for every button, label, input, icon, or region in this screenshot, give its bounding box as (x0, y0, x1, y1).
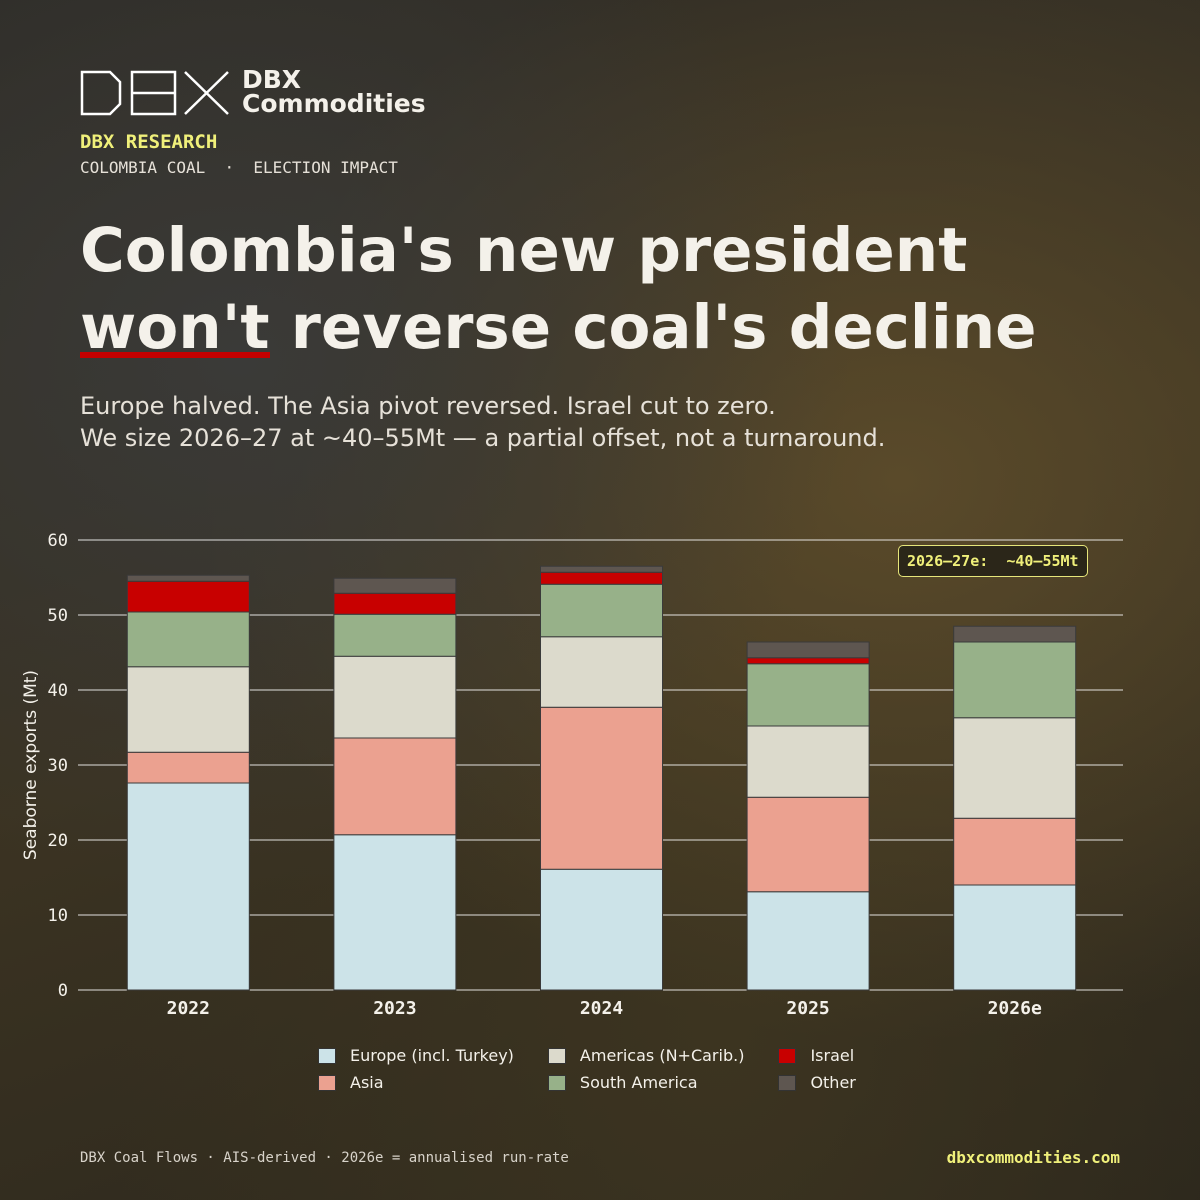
y-tick-label: 50 (48, 606, 68, 626)
bar-segment (953, 625, 1077, 643)
tagline: COLOMBIA COAL · ELECTION IMPACT (80, 158, 398, 177)
y-tick-label: 40 (48, 681, 68, 701)
bar-segment (333, 592, 457, 615)
y-tick-label: 0 (58, 981, 68, 1001)
chart-title: Colombia's new president won't reverse c… (80, 215, 1037, 363)
bar-segment (126, 580, 250, 613)
legend-item: South America (547, 1069, 745, 1096)
y-tick-label: 60 (48, 531, 68, 551)
annotation: 2026–27e: ~40–55Mt (898, 545, 1088, 577)
subtitle: Europe halved. The Asia pivot reversed. … (80, 390, 885, 454)
bar-segment (746, 657, 870, 665)
bar-segment (540, 706, 663, 870)
x-tick-label: 2022 (167, 998, 210, 1019)
title-underline (80, 352, 270, 358)
bar-segment (746, 641, 870, 659)
y-axis-label: Seaborne exports (Mt) (21, 670, 41, 860)
x-tick-label: 2026e (988, 998, 1042, 1019)
legend-label: Europe (incl. Turkey) (350, 1046, 514, 1065)
legend-item: Americas (N+Carib.) (547, 1042, 745, 1069)
x-tick-label: 2024 (580, 998, 624, 1019)
bar-segment (333, 834, 457, 991)
y-tick-label: 10 (48, 906, 68, 926)
logo-mark (80, 70, 229, 116)
legend: Europe (incl. Turkey) Asia Americas (N+Car… (318, 1042, 856, 1096)
bar-segment (540, 571, 663, 585)
bar-segment (540, 868, 663, 991)
logo-name: Commodities (242, 89, 426, 118)
bar-segment (540, 636, 663, 708)
bar-segment (333, 613, 457, 657)
bar-segment (540, 583, 663, 638)
legend-swatch (547, 1074, 566, 1091)
bar-segment (126, 666, 250, 753)
legend-swatch (318, 1074, 336, 1091)
bar-segment (953, 884, 1077, 991)
bar-segment (126, 611, 250, 668)
legend-label: Americas (N+Carib.) (579, 1046, 745, 1065)
y-tick-label: 30 (48, 756, 68, 776)
bar-segment (953, 641, 1077, 719)
bar-segment (953, 717, 1077, 819)
bar-segment (333, 737, 457, 836)
legend-label: Other (810, 1073, 856, 1092)
legend-label: Israel (810, 1046, 855, 1065)
bar-segment (746, 796, 870, 893)
bar-segment (126, 782, 250, 991)
x-tick-label: 2023 (373, 998, 416, 1019)
bar-segment (333, 577, 457, 594)
legend-swatch (778, 1074, 797, 1091)
legend-label: South America (579, 1073, 698, 1092)
research-label: DBX RESEARCH (80, 131, 218, 153)
bar-segment (126, 574, 250, 582)
x-tick-label: 2025 (786, 998, 829, 1019)
logo-short: DBX (242, 65, 302, 94)
logo-text: DBX Commodities (242, 65, 426, 118)
legend-swatch (547, 1047, 566, 1064)
source-url[interactable]: dbxcommodities.com (946, 1148, 1120, 1167)
bar-segment (953, 817, 1077, 886)
bar-segment (540, 565, 663, 573)
legend-item: Israel (778, 1042, 855, 1069)
legend-swatch (778, 1047, 797, 1064)
bar-segment (333, 655, 457, 739)
bar-segment (746, 663, 870, 727)
bar-segment (746, 725, 870, 798)
legend-item: Other (778, 1069, 856, 1096)
footer: DBX Coal Flows · AIS-derived · 2026e = a… (80, 1150, 569, 1166)
bar-segment (746, 891, 870, 991)
y-tick-label: 20 (48, 831, 68, 851)
subtitle-line: Europe halved. The Asia pivot reversed. … (80, 392, 776, 420)
subtitle-line: We size 2026–27 at ~40–55Mt — a partial … (80, 424, 886, 452)
legend-swatch (318, 1047, 336, 1064)
legend-label: Asia (350, 1073, 384, 1092)
bar-segment (126, 751, 250, 784)
legend-item: Asia (318, 1069, 514, 1096)
legend-item: Europe (incl. Turkey) (318, 1042, 514, 1069)
